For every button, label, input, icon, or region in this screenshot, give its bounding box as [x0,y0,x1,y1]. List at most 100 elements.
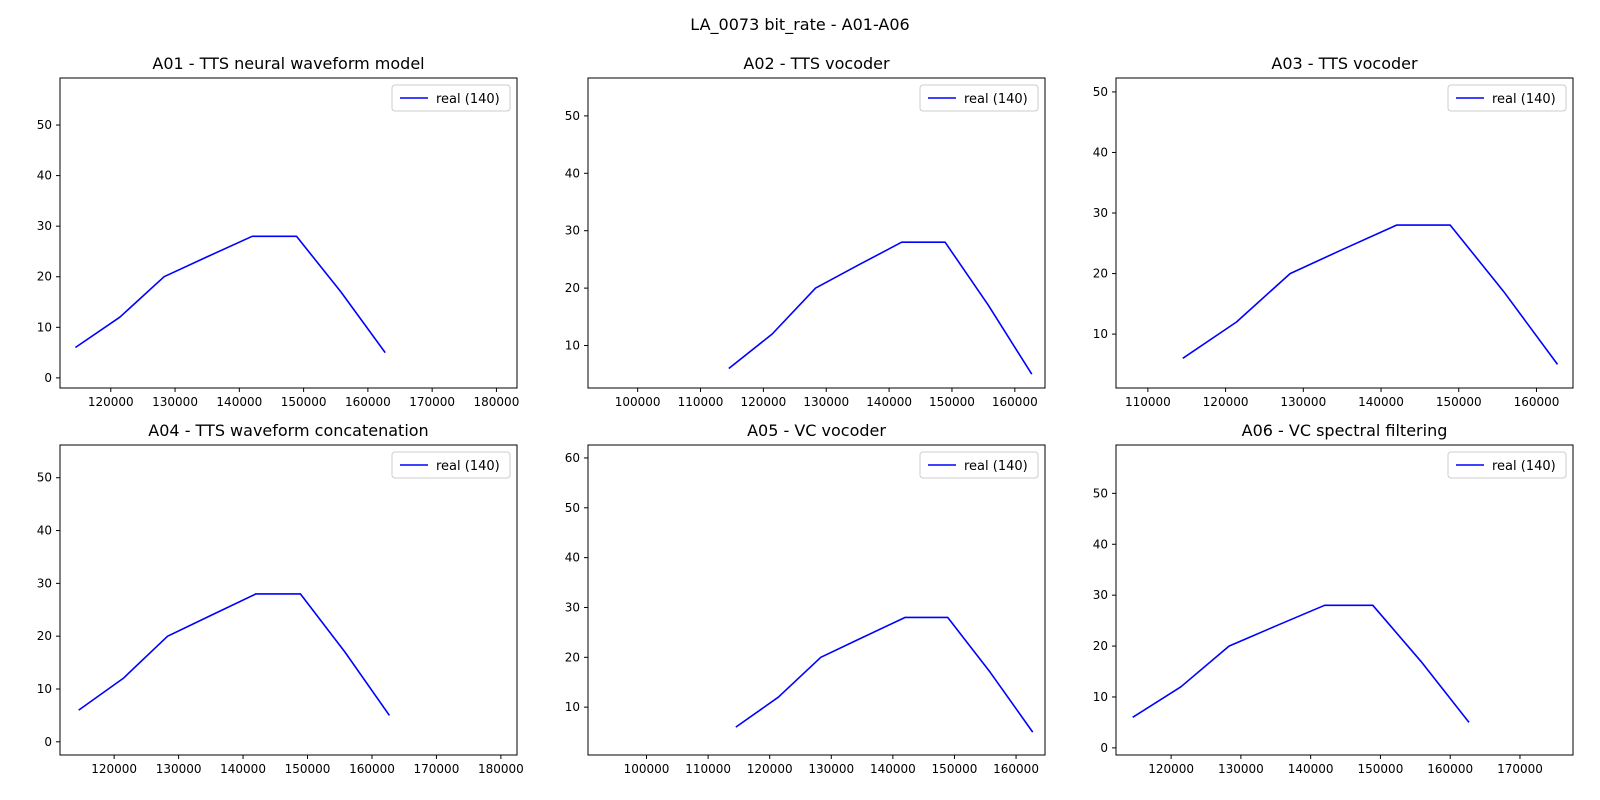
x-tick-label: 140000 [866,395,912,409]
x-tick-label: 160000 [349,762,395,776]
series-line-1 [78,593,391,716]
legend-label: real (140) [964,459,1028,474]
x-tick-label: 150000 [1358,762,1404,776]
y-tick-label: 10 [1093,690,1108,704]
x-tick-label: 160000 [992,395,1038,409]
y-tick-label: 40 [37,524,52,538]
x-tick-label: 140000 [1288,762,1334,776]
legend-box [391,84,511,112]
y-tick-label: 50 [1093,85,1108,99]
y-tick-label: 10 [565,339,580,353]
axes-frame [1115,444,1574,756]
y-tick-label: 20 [1093,639,1108,653]
subplot-4: A04 - TTS waveform concatenation 120000 13… [37,421,524,776]
axes-frame [587,77,1046,389]
subplot-title: A06 - VC spectral filtering [1242,421,1448,440]
subplot-grid: A01 - TTS neural waveform model 120000 130… [37,54,1574,776]
axes-frame [1115,77,1574,389]
series-line-1 [728,241,1033,375]
y-tick-label: 30 [1093,588,1108,602]
legend: real (140) [1447,84,1567,112]
y-tick-label: 30 [37,219,52,233]
y-tick-label: 10 [37,320,52,334]
subplot-title: A03 - TTS vocoder [1271,54,1418,73]
subplot-5: A05 - VC vocoder 100000 110000 120000 130000… [565,421,1046,776]
subplot-title: A02 - TTS vocoder [743,54,890,73]
legend-label: real (140) [436,459,500,474]
x-tick-label: 120000 [91,762,137,776]
x-tick-label: 120000 [1148,762,1194,776]
subplot-1: A01 - TTS neural waveform model 120000 130… [37,54,520,409]
y-tick-label: 40 [1093,145,1108,159]
y-tick-label: 20 [1093,267,1108,281]
x-tick-label: 120000 [88,395,134,409]
x-tick-label: 140000 [216,395,262,409]
x-tick-label: 140000 [220,762,266,776]
legend-box [1447,84,1567,112]
x-tick-label: 180000 [474,395,520,409]
y-tick-label: 10 [565,700,580,714]
y-tick-label: 0 [44,371,52,385]
x-tick-label: 150000 [932,762,978,776]
subplot-title: A01 - TTS neural waveform model [152,54,424,73]
y-tick-label: 0 [44,735,52,749]
x-tick-label: 110000 [678,395,724,409]
legend: real (140) [919,84,1039,112]
axes-frame [587,444,1046,756]
x-tick-label: 160000 [993,762,1039,776]
x-tick-label: 150000 [1436,395,1482,409]
y-tick-label: 20 [565,650,580,664]
y-tick-label: 50 [565,501,580,515]
x-tick-label: 150000 [281,395,327,409]
y-tick-label: 50 [37,118,52,132]
x-tick-label: 120000 [1203,395,1249,409]
legend-label: real (140) [436,92,500,107]
legend-box [919,84,1039,112]
y-tick-label: 40 [1093,537,1108,551]
subplot-3: A03 - TTS vocoder 110000 120000 130000 14000… [1093,54,1574,409]
subplot-2: A02 - TTS vocoder 100000 110000 120000 13000… [565,54,1046,409]
x-tick-label: 180000 [478,762,524,776]
x-tick-label: 170000 [414,762,460,776]
x-tick-label: 130000 [803,395,849,409]
x-tick-label: 140000 [1358,395,1404,409]
x-tick-label: 140000 [870,762,916,776]
legend: real (140) [391,451,511,479]
axes-frame [59,444,518,756]
legend: real (140) [919,451,1039,479]
x-tick-label: 170000 [409,395,455,409]
y-tick-label: 20 [37,270,52,284]
subplot-title: A05 - VC vocoder [747,421,886,440]
legend-label: real (140) [1492,459,1556,474]
legend-box [391,451,511,479]
y-tick-label: 0 [1100,741,1108,755]
series-line-1 [1182,224,1559,365]
subplot-title: A04 - TTS waveform concatenation [148,421,428,440]
y-tick-label: 40 [565,166,580,180]
x-tick-label: 150000 [285,762,331,776]
y-tick-label: 40 [37,169,52,183]
y-tick-label: 30 [1093,206,1108,220]
x-tick-label: 160000 [345,395,391,409]
x-tick-label: 110000 [685,762,731,776]
axes-frame [59,77,518,389]
y-tick-label: 20 [37,629,52,643]
x-tick-label: 130000 [1280,395,1326,409]
subplot-6: A06 - VC spectral filtering 120000 130000 1… [1093,421,1574,776]
y-tick-label: 10 [1093,327,1108,341]
y-tick-label: 30 [565,600,580,614]
x-tick-label: 130000 [152,395,198,409]
x-tick-label: 150000 [929,395,975,409]
y-tick-label: 50 [37,471,52,485]
y-tick-label: 20 [565,281,580,295]
x-tick-label: 120000 [747,762,793,776]
legend: real (140) [1447,451,1567,479]
x-tick-label: 170000 [1497,762,1543,776]
x-tick-label: 160000 [1514,395,1560,409]
y-tick-label: 60 [565,451,580,465]
y-tick-label: 10 [37,682,52,696]
y-tick-label: 50 [565,109,580,123]
legend-box [1447,451,1567,479]
x-tick-label: 100000 [624,762,670,776]
